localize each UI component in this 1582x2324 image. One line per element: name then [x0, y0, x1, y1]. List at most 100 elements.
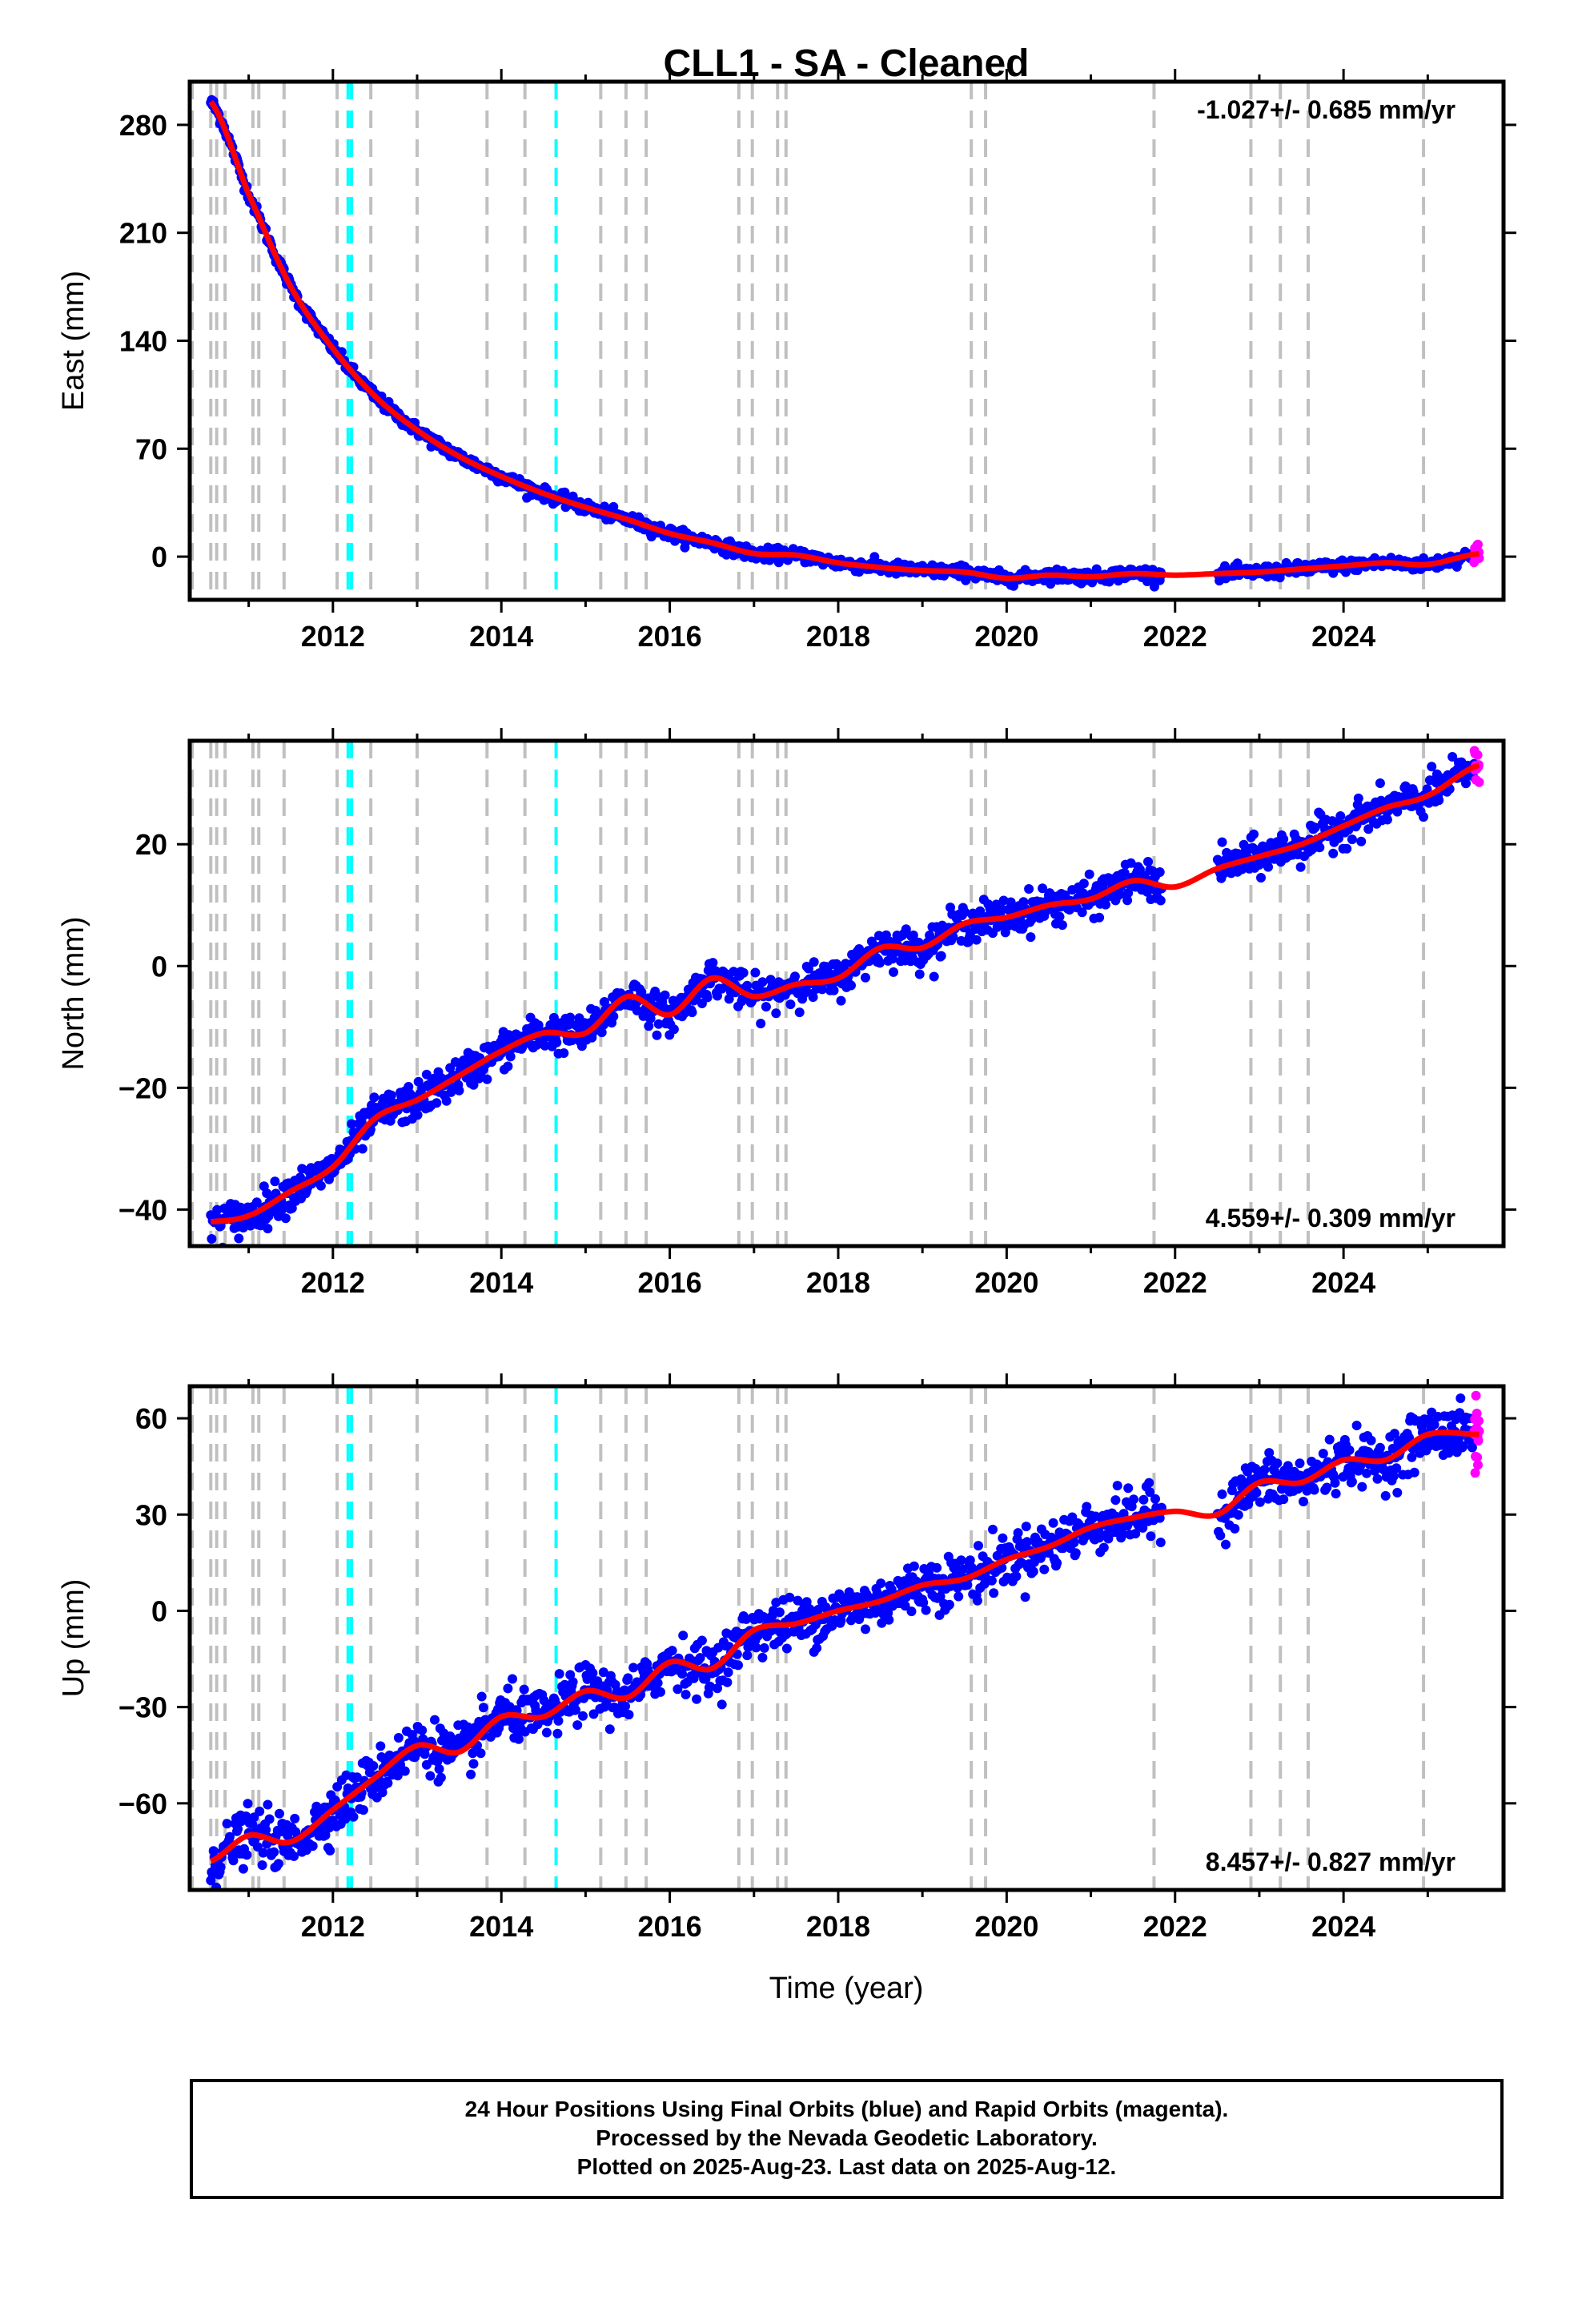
final-orbit-point [1069, 1538, 1079, 1548]
final-orbit-point [1024, 884, 1034, 894]
final-orbit-point [207, 1234, 217, 1244]
final-orbit-point [1233, 1510, 1243, 1520]
final-orbit-point [883, 1608, 893, 1618]
x-tick-label: 2018 [806, 620, 870, 653]
final-orbit-point [1429, 1419, 1439, 1429]
final-orbit-point [708, 958, 718, 968]
final-orbit-point [1387, 1443, 1398, 1454]
final-orbit-point [1347, 1477, 1357, 1487]
final-orbit-point [1215, 1530, 1226, 1541]
final-orbit-point [519, 1684, 529, 1695]
final-orbit-point [508, 1674, 517, 1684]
final-orbit-point [901, 924, 911, 935]
y-tick-label: 60 [135, 1402, 167, 1435]
final-orbit-point [1347, 834, 1357, 845]
final-orbit-point [1315, 842, 1325, 853]
final-orbit-point [608, 1011, 619, 1022]
final-orbit-point [1026, 932, 1036, 943]
final-orbit-point [553, 1715, 564, 1726]
rapid-orbit-point [1472, 1452, 1483, 1462]
final-orbit-point [466, 1769, 476, 1779]
final-orbit-point [759, 1642, 769, 1653]
final-orbit-point [1070, 1548, 1081, 1558]
final-orbit-point [1048, 1518, 1058, 1528]
final-orbit-point [781, 1643, 792, 1654]
final-orbit-point [432, 1098, 442, 1108]
final-orbit-point [264, 1814, 275, 1824]
rate-annotation: -1.027+/- 0.685 mm/yr [1197, 95, 1456, 124]
final-orbit-point [554, 1669, 564, 1679]
final-orbit-point [1283, 1461, 1293, 1471]
final-orbit-point [478, 1703, 488, 1713]
final-orbit-point [861, 1624, 870, 1634]
final-orbit-point [1392, 1487, 1403, 1498]
x-tick-label: 2012 [301, 1266, 365, 1299]
final-orbit-point [588, 1709, 599, 1719]
final-orbit-point [1366, 1435, 1376, 1445]
final-orbit-point [434, 1764, 444, 1774]
final-orbit-point [289, 1851, 299, 1861]
final-orbit-point [1330, 1478, 1340, 1488]
final-orbit-point [604, 1724, 615, 1735]
final-orbit-point [269, 1847, 279, 1857]
final-orbit-point [756, 1019, 766, 1029]
final-orbit-point [722, 1677, 733, 1687]
final-orbit-point [588, 1668, 598, 1679]
final-orbit-point [1357, 1482, 1367, 1492]
final-orbit-point [1039, 1564, 1050, 1574]
final-orbit-point [808, 992, 818, 1003]
final-orbit-point [1219, 868, 1229, 879]
final-orbit-point [548, 1012, 559, 1023]
final-orbit-point [713, 991, 722, 1001]
final-orbit-point [1456, 1393, 1466, 1403]
final-orbit-point [307, 1841, 318, 1852]
final-orbit-point [900, 1601, 910, 1611]
final-orbit-point [1458, 1441, 1468, 1451]
x-tick-label: 2014 [469, 620, 533, 653]
final-orbit-point [695, 1653, 705, 1663]
final-orbit-point [1021, 1522, 1031, 1532]
final-orbit-point [812, 1643, 822, 1653]
final-orbit-point [841, 959, 851, 969]
final-orbit-point [400, 1766, 410, 1776]
final-orbit-point [280, 1213, 291, 1224]
rapid-orbit-point [1474, 1416, 1484, 1426]
final-orbit-point [771, 1008, 781, 1019]
final-orbit-point [436, 1772, 446, 1783]
final-orbit-point [1322, 1482, 1332, 1493]
final-orbit-point [887, 954, 897, 964]
final-orbit-point [358, 1805, 368, 1815]
final-orbit-point [960, 907, 970, 917]
x-tick-label: 2020 [974, 620, 1038, 653]
rapid-orbit-point [1470, 1468, 1480, 1478]
final-orbit-point [559, 1048, 569, 1058]
final-orbit-point [234, 1233, 244, 1244]
final-orbit-point [1443, 1448, 1454, 1458]
final-orbit-point [1263, 862, 1273, 872]
final-orbit-point [667, 1646, 677, 1656]
final-orbit-point [660, 990, 670, 1000]
final-orbit-point [468, 1748, 478, 1759]
final-orbit-point [757, 1652, 768, 1663]
final-orbit-point [565, 1012, 576, 1023]
final-orbit-point [552, 1037, 562, 1047]
final-orbit-point [1375, 778, 1385, 788]
final-orbit-point [1362, 1468, 1371, 1478]
final-orbit-point [971, 935, 982, 945]
final-orbit-point [560, 487, 570, 497]
final-orbit-point [368, 1761, 379, 1771]
final-orbit-point [383, 1778, 393, 1788]
final-orbit-point [1461, 778, 1471, 789]
final-orbit-point [717, 1699, 727, 1710]
final-orbit-point [785, 999, 796, 1010]
final-orbit-point [1217, 1489, 1227, 1499]
final-orbit-point [1404, 1433, 1414, 1443]
final-orbit-point [503, 1683, 513, 1694]
final-orbit-point [1355, 1461, 1366, 1471]
final-orbit-point [1155, 895, 1166, 906]
final-orbit-point [541, 1727, 552, 1738]
final-orbit-point [1259, 1465, 1270, 1475]
x-tick-label: 2012 [301, 1910, 365, 1943]
final-orbit-point [412, 1110, 423, 1120]
final-orbit-point [1150, 1494, 1160, 1504]
